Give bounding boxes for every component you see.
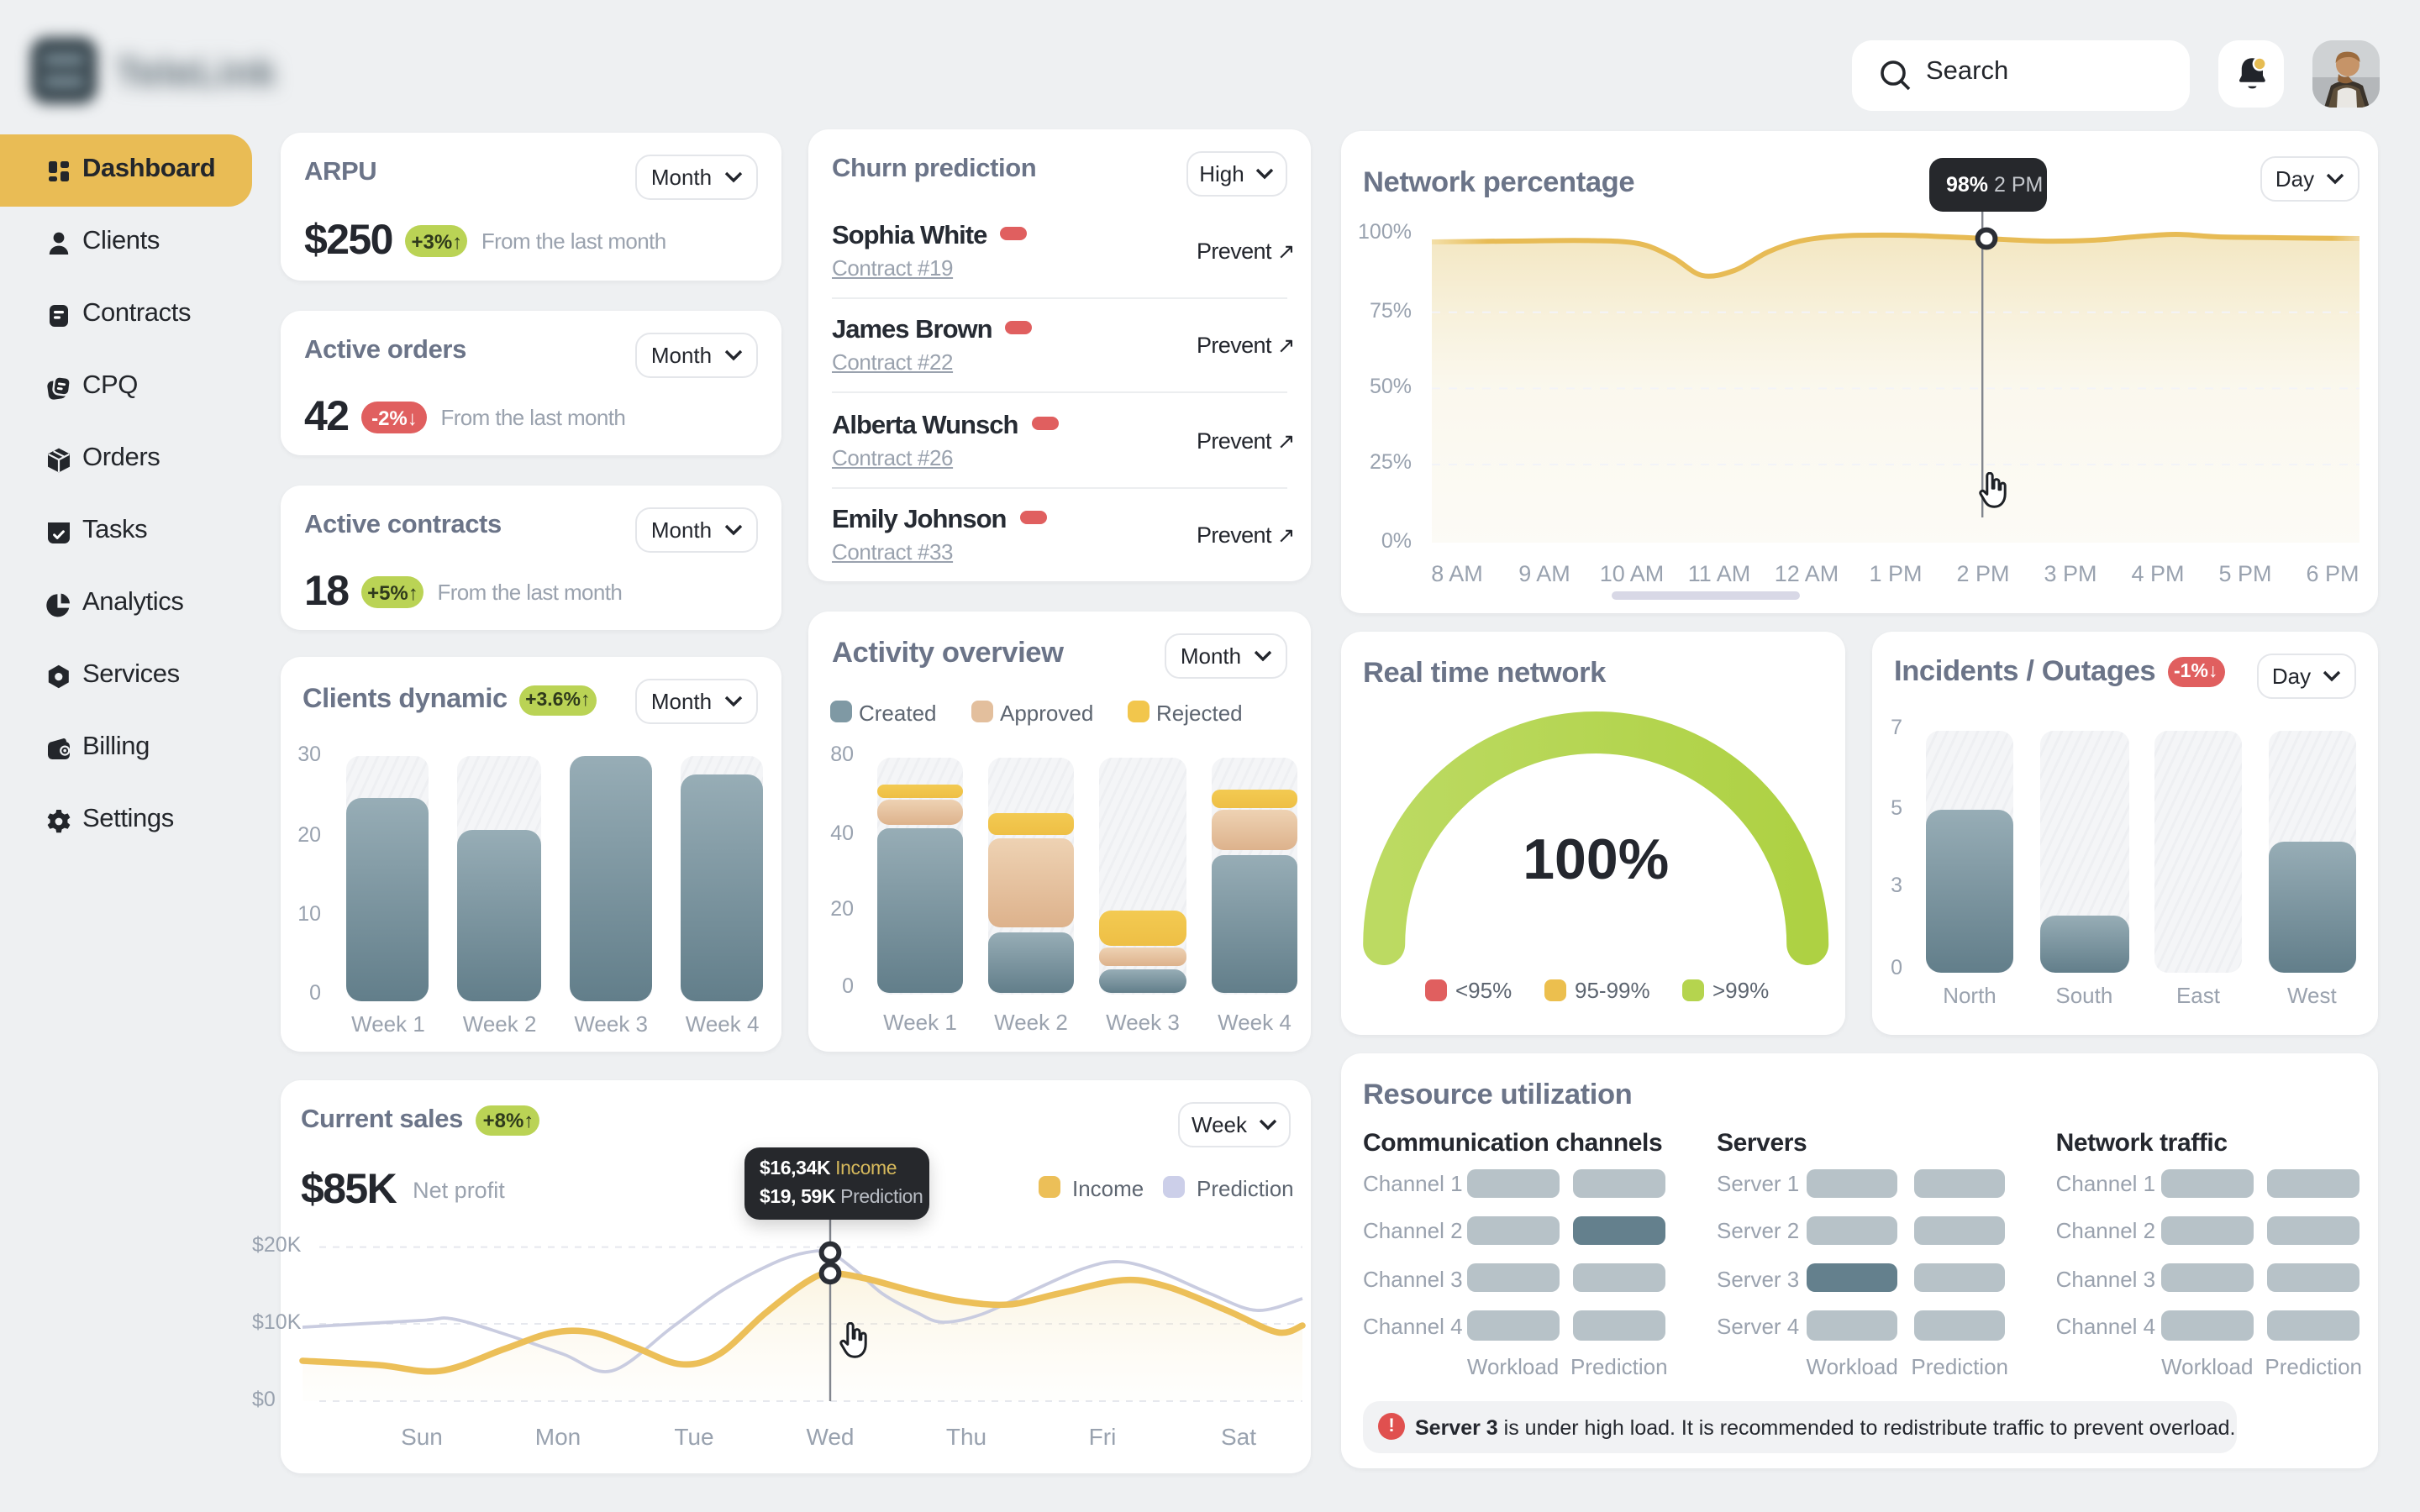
svg-text:100%: 100% (1523, 827, 1669, 891)
